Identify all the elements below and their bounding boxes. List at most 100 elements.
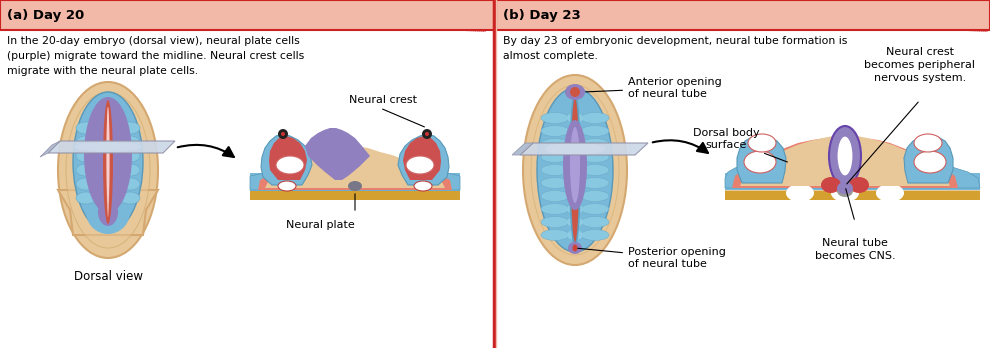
Ellipse shape: [422, 129, 432, 139]
Ellipse shape: [581, 216, 609, 228]
Ellipse shape: [567, 230, 583, 240]
Ellipse shape: [541, 229, 569, 240]
Text: Neural crest
becomes peripheral
nervous system.: Neural crest becomes peripheral nervous …: [864, 47, 975, 83]
Ellipse shape: [537, 88, 613, 252]
Ellipse shape: [570, 87, 580, 97]
Ellipse shape: [570, 127, 580, 203]
Polygon shape: [725, 173, 980, 190]
Ellipse shape: [571, 98, 579, 242]
Ellipse shape: [565, 84, 585, 100]
Ellipse shape: [120, 150, 140, 162]
Ellipse shape: [831, 184, 859, 202]
Polygon shape: [512, 143, 533, 155]
Ellipse shape: [829, 126, 861, 186]
Ellipse shape: [581, 126, 609, 136]
Ellipse shape: [120, 164, 140, 176]
Polygon shape: [250, 153, 460, 190]
Ellipse shape: [76, 136, 96, 148]
Polygon shape: [520, 143, 648, 155]
Ellipse shape: [541, 126, 569, 136]
Text: (a) Day 20: (a) Day 20: [7, 8, 84, 22]
Bar: [725, 191, 980, 200]
Ellipse shape: [523, 75, 627, 265]
Ellipse shape: [120, 178, 140, 190]
Text: Neural crest: Neural crest: [349, 95, 417, 105]
Ellipse shape: [581, 112, 609, 124]
Ellipse shape: [107, 107, 110, 203]
Ellipse shape: [581, 229, 609, 240]
Ellipse shape: [348, 181, 362, 191]
Ellipse shape: [581, 151, 609, 163]
Polygon shape: [258, 148, 452, 190]
Bar: [250, 191, 460, 200]
Ellipse shape: [569, 92, 581, 248]
Ellipse shape: [541, 139, 569, 150]
Ellipse shape: [572, 245, 577, 252]
Ellipse shape: [567, 204, 583, 214]
Ellipse shape: [120, 122, 140, 134]
Polygon shape: [48, 141, 175, 153]
Polygon shape: [403, 136, 441, 180]
Ellipse shape: [86, 190, 130, 234]
Polygon shape: [740, 135, 950, 186]
Ellipse shape: [567, 139, 583, 149]
Ellipse shape: [278, 181, 296, 191]
Ellipse shape: [406, 156, 434, 174]
Ellipse shape: [786, 184, 814, 202]
Ellipse shape: [744, 151, 776, 173]
Polygon shape: [904, 135, 953, 183]
Ellipse shape: [414, 181, 432, 191]
Ellipse shape: [837, 136, 853, 176]
Polygon shape: [261, 134, 312, 185]
Ellipse shape: [276, 156, 304, 174]
Bar: [250, 178, 460, 200]
Ellipse shape: [914, 134, 942, 152]
Text: (b) Day 23: (b) Day 23: [503, 8, 581, 22]
Text: By day 23 of embryonic development, neural tube formation is
almost complete.: By day 23 of embryonic development, neur…: [503, 36, 847, 61]
Ellipse shape: [849, 177, 869, 193]
Ellipse shape: [567, 217, 583, 227]
Text: Anterior opening
of neural tube: Anterior opening of neural tube: [586, 77, 722, 99]
Ellipse shape: [84, 97, 132, 213]
Ellipse shape: [278, 129, 288, 139]
Polygon shape: [732, 136, 958, 188]
Polygon shape: [305, 128, 370, 180]
Ellipse shape: [73, 92, 143, 232]
Polygon shape: [40, 141, 60, 157]
Ellipse shape: [76, 122, 96, 134]
Ellipse shape: [914, 151, 946, 173]
Bar: [725, 175, 980, 200]
Text: Posterior opening
of neural tube: Posterior opening of neural tube: [578, 247, 726, 269]
Ellipse shape: [104, 103, 112, 207]
Ellipse shape: [76, 150, 96, 162]
Ellipse shape: [98, 198, 118, 226]
Ellipse shape: [567, 191, 583, 201]
Ellipse shape: [76, 164, 96, 176]
Ellipse shape: [541, 216, 569, 228]
Polygon shape: [58, 190, 158, 235]
Ellipse shape: [581, 177, 609, 189]
Ellipse shape: [567, 165, 583, 175]
Ellipse shape: [748, 134, 776, 152]
Ellipse shape: [75, 142, 141, 152]
Ellipse shape: [541, 151, 569, 163]
Polygon shape: [269, 136, 307, 180]
Polygon shape: [398, 134, 449, 185]
Text: Neural tube
becomes CNS.: Neural tube becomes CNS.: [815, 238, 895, 261]
Ellipse shape: [821, 177, 841, 193]
Ellipse shape: [541, 177, 569, 189]
Text: In the 20-day embryo (dorsal view), neural plate cells
(purple) migrate toward t: In the 20-day embryo (dorsal view), neur…: [7, 36, 304, 76]
Bar: [496, 0, 990, 30]
Ellipse shape: [581, 165, 609, 175]
Ellipse shape: [545, 143, 605, 155]
Ellipse shape: [581, 190, 609, 201]
Ellipse shape: [541, 165, 569, 175]
Ellipse shape: [837, 185, 853, 197]
Ellipse shape: [541, 190, 569, 201]
Polygon shape: [265, 146, 445, 188]
Ellipse shape: [567, 152, 583, 162]
Ellipse shape: [581, 204, 609, 214]
Ellipse shape: [76, 192, 96, 204]
Ellipse shape: [66, 92, 150, 248]
Ellipse shape: [837, 182, 853, 194]
